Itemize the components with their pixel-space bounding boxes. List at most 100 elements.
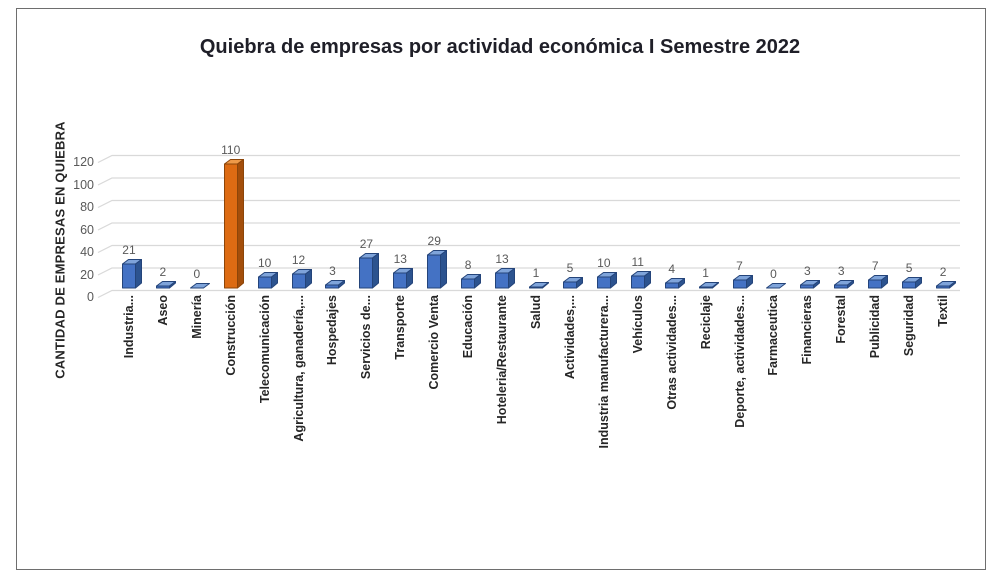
bar-face — [562, 281, 577, 289]
data-label: 7 — [736, 259, 743, 273]
gridline — [97, 267, 960, 276]
data-label: 11 — [631, 255, 644, 269]
bar — [393, 268, 414, 289]
category-label: Salud — [528, 295, 543, 330]
bar-face — [664, 282, 679, 289]
bar-face — [630, 275, 645, 289]
data-label: 1 — [702, 266, 709, 280]
y-tick-label: 60 — [80, 222, 94, 237]
gridline — [97, 244, 960, 254]
bar-face — [291, 273, 306, 289]
category-label: Aseo — [155, 295, 170, 326]
y-tick-label: 0 — [87, 290, 94, 304]
bar-face — [936, 285, 951, 289]
category-label: Reciclaje — [698, 295, 713, 350]
category-label: Servicios de... — [359, 295, 374, 380]
category-label: Minería — [189, 295, 204, 339]
bar — [461, 274, 482, 289]
category-label: Transporte — [393, 295, 408, 360]
data-label: 10 — [257, 256, 272, 270]
data-label: 0 — [193, 267, 201, 281]
bar-face — [868, 279, 883, 289]
bar-face — [800, 284, 815, 289]
bar — [223, 159, 244, 289]
data-label: 10 — [597, 256, 611, 270]
bar — [732, 275, 753, 289]
data-label: 8 — [464, 258, 472, 272]
category-label: Construcción — [223, 295, 238, 376]
gridline — [97, 199, 960, 209]
category-label: Forestal — [834, 295, 849, 344]
category-label: Actividades,... — [562, 295, 577, 380]
bar-group: 11 Vehículos — [621, 150, 655, 522]
data-label: 2 — [159, 265, 167, 279]
bar — [936, 281, 957, 289]
data-label: 3 — [329, 264, 336, 278]
bar-face — [698, 286, 713, 289]
bar-face — [121, 263, 136, 289]
bar-group: 5 Seguridad — [892, 150, 926, 522]
bar — [596, 272, 617, 289]
bar-group: 2 Textil — [926, 150, 960, 522]
bar-face — [427, 254, 442, 289]
bar — [630, 271, 651, 289]
category-label: Hoteleria/Restaurante — [495, 295, 510, 425]
data-label: 110 — [221, 143, 241, 157]
y-tick-label: 100 — [73, 177, 94, 192]
bar — [834, 280, 855, 289]
gridlines — [97, 154, 960, 299]
gridline — [97, 177, 960, 186]
bar-face — [461, 278, 476, 289]
bar-group: 0 Farmaceutica — [756, 150, 790, 522]
bar-group: 5 Actividades,... — [553, 150, 587, 522]
bar — [291, 269, 312, 289]
bar — [427, 250, 448, 289]
data-label: 1 — [532, 266, 540, 280]
category-label: Textil — [936, 295, 951, 327]
data-label: 3 — [804, 264, 811, 278]
category-label: Industria manufacturera... — [596, 295, 611, 449]
data-label: 3 — [837, 264, 845, 278]
data-label: 29 — [427, 234, 441, 248]
bar-group: 10 Industria manufacturera... — [587, 150, 621, 522]
bar-group: 8 Educación — [451, 150, 485, 522]
bar — [664, 278, 685, 289]
bar — [698, 282, 719, 289]
data-label: 13 — [393, 252, 407, 266]
bar — [257, 272, 278, 289]
bar — [528, 282, 549, 289]
bar-face — [257, 276, 272, 289]
bar-face — [732, 279, 747, 289]
data-label: 4 — [668, 262, 676, 276]
bar-group: 3 Hospedajes — [316, 150, 350, 522]
category-label: Publicidad — [868, 295, 883, 359]
data-label: 27 — [359, 237, 374, 251]
category-label: Seguridad — [902, 295, 917, 357]
bar-group: 12 Agricultura, ganadería,... — [282, 150, 316, 522]
bar — [562, 277, 583, 289]
bar-group: 29 Comercio Venta — [417, 150, 451, 522]
category-label: Educación — [461, 295, 476, 359]
bar-face — [189, 283, 210, 289]
data-label: 0 — [770, 267, 777, 281]
bar-group: 3 Forestal — [824, 150, 858, 522]
category-label: Financieras — [800, 295, 815, 365]
bar-group: 4 Otras actividades... — [655, 150, 689, 522]
bar — [189, 283, 210, 289]
y-tick-label: 40 — [80, 245, 94, 259]
bar — [121, 259, 142, 289]
data-label: 13 — [495, 252, 509, 266]
bar-face — [155, 285, 170, 289]
data-label: 5 — [905, 261, 913, 275]
bar-group: 27 Servicios de... — [349, 150, 383, 522]
gridline — [97, 289, 960, 299]
data-label: 2 — [939, 265, 947, 279]
bar — [155, 281, 176, 289]
gridline — [97, 222, 960, 231]
bar — [495, 268, 516, 289]
bar-face — [325, 284, 340, 289]
bar-group: 3 Financieras — [790, 150, 824, 522]
data-label: 5 — [566, 261, 574, 275]
bar-face — [495, 272, 510, 289]
y-tick-label: 80 — [80, 200, 94, 214]
